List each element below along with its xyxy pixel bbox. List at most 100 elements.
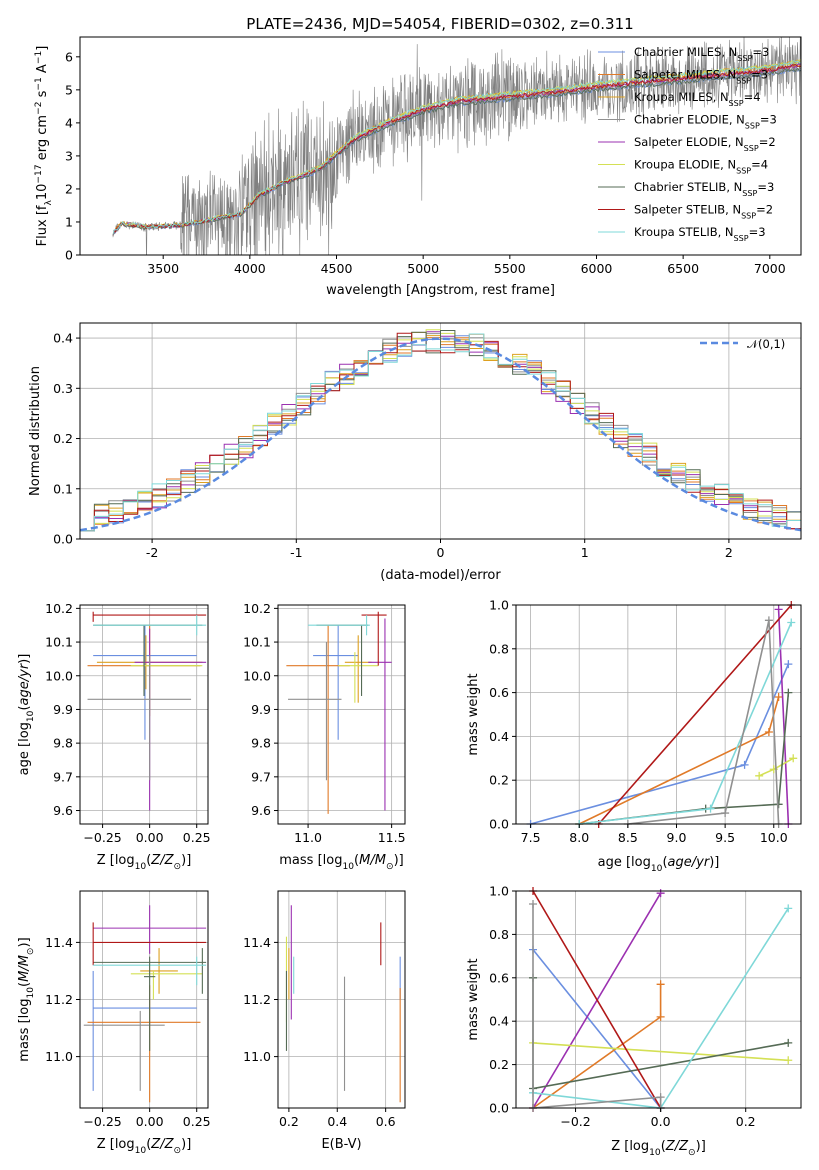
axes-frame	[515, 890, 802, 1109]
y-tick-label: 10.1	[45, 635, 73, 650]
x-tick-label: 8.5	[618, 830, 638, 845]
y-tick-label: 0.4	[489, 1014, 509, 1029]
y-tick-label: 0.6	[489, 970, 509, 985]
x-tick-label: 10.0	[760, 830, 788, 845]
x-tick-label: -1	[290, 545, 302, 560]
axes-frame	[79, 890, 209, 1109]
axes-frame	[277, 604, 406, 825]
y-tick-label: 0.2	[53, 431, 73, 446]
x-tick-label: 3500	[147, 261, 179, 276]
axes-frame	[79, 36, 802, 256]
weight-line-2	[777, 609, 790, 825]
weight-point-1-1	[764, 728, 773, 737]
weight-point-3-1	[784, 1056, 793, 1065]
weight-line-4	[579, 692, 790, 825]
weight-line-0	[532, 949, 662, 1109]
x-tick-label: 0.2	[736, 1114, 756, 1129]
legend-entry-5: Kroupa ELODIE, NSSP=4	[634, 158, 768, 176]
y-tick-label: 1.0	[489, 598, 509, 613]
mass_vs_ebv-panel: 0.2 0.4 0.6 11.0 11.2 11.4 E(B-V)	[243, 890, 406, 1152]
x-axis-label: Z [log10(Z/Z⊙)]	[97, 1137, 192, 1156]
y-tick-label: 10.0	[45, 668, 73, 683]
y-tick-label: 2	[65, 181, 73, 196]
y-tick-label: 9.9	[53, 702, 73, 717]
figure-title: PLATE=2436, MJD=54054, FIBERID=0302, z=0…	[246, 15, 633, 33]
legend-entry-1: Salpeter MILES, NSSP=3	[634, 68, 768, 86]
x-tick-label: 0.00	[136, 830, 164, 845]
y-tick-label: 9.8	[251, 736, 271, 751]
x-tick-label: 9.5	[715, 830, 735, 845]
x-tick-label: 9.0	[667, 830, 687, 845]
model-line-7	[112, 64, 801, 236]
weight-point-7-1	[721, 809, 730, 818]
legend-entry-0: Chabrier MILES, NSSP=3	[634, 45, 769, 63]
weight-point-6-2	[784, 904, 793, 913]
weight-line-3	[532, 1042, 789, 1062]
y-tick-label: 10.2	[45, 601, 73, 616]
y-tick-label: 1	[65, 214, 73, 229]
y-tick-label: 0.6	[489, 685, 509, 700]
y-axis-label: mass weight	[466, 673, 481, 755]
x-tick-label: 11.0	[294, 830, 322, 845]
weight-line-6	[579, 622, 793, 825]
x-tick-label: −0.2	[560, 1114, 590, 1129]
weight-point-1-1	[656, 1012, 665, 1021]
x-tick-label: 0	[437, 545, 445, 560]
y-tick-label: 10.2	[243, 601, 271, 616]
weight-point-3-0	[755, 771, 764, 780]
x-axis-label: E(B-V)	[321, 1137, 361, 1152]
mass_weight_vs_Z-panel: −0.2 0.0 0.2 0.0 0.2 0.4 0.6 0.8 1.0 Z [log10(Z/Z…	[466, 884, 802, 1158]
y-tick-label: 0.1	[53, 481, 73, 496]
axes-frame	[515, 604, 802, 825]
normal-reference-curve	[79, 337, 802, 532]
y-tick-label: 9.6	[251, 803, 271, 818]
y-tick-label: 0.3	[53, 381, 73, 396]
age_vs_mass-panel: 11.0 11.5 9.6 9.7 9.8 9.9 10.0 10.1 10.2 mass [lo…	[243, 601, 405, 872]
y-tick-label: 11.2	[243, 992, 271, 1007]
weight-point-6-1	[706, 804, 715, 813]
y-tick-label: 1.0	[489, 884, 509, 899]
x-tick-label: 11.5	[378, 830, 406, 845]
y-tick-label: 6	[65, 49, 73, 64]
x-tick-label: 0.25	[183, 1114, 211, 1129]
legend-entry-8: Kroupa STELIB, NSSP=3	[634, 225, 766, 243]
x-tick-label: −0.25	[83, 1114, 121, 1129]
weight-point-4-3	[784, 688, 793, 697]
x-tick-label: 0.2	[279, 1114, 299, 1129]
weight-point-0-1	[740, 760, 749, 769]
y-tick-label: 0.0	[489, 817, 509, 832]
y-axis-label: mass weight	[466, 958, 481, 1040]
axes-frame	[79, 322, 802, 540]
x-tick-label: 6000	[581, 261, 613, 276]
y-tick-label: 0.8	[489, 641, 509, 656]
y-tick-label: 4	[65, 115, 73, 130]
weight-point-4-2	[784, 1038, 793, 1047]
axes-frame	[79, 604, 209, 825]
x-tick-label: 4500	[321, 261, 353, 276]
x-tick-label: 8.0	[569, 830, 589, 845]
y-tick-label: 9.8	[53, 736, 73, 751]
x-tick-label: 0.0	[651, 1114, 671, 1129]
y-tick-label: 11.2	[45, 992, 73, 1007]
x-tick-label: 0.4	[327, 1114, 347, 1129]
panels: 3500 4000 4500 5000 5500 6000 6500 7000 0 1 2 3 4 5 6 w…	[17, 36, 802, 1158]
legend-entry-3: Chabrier ELODIE, NSSP=3	[634, 113, 777, 131]
model-line-8	[112, 59, 801, 235]
y-tick-label: 0	[65, 248, 73, 263]
y-tick-label: 0.2	[489, 773, 509, 788]
legend-entry-normal: 𝒩(0,1)	[747, 337, 785, 351]
weight-point-1-2	[774, 692, 783, 701]
y-tick-label: 9.9	[251, 702, 271, 717]
x-tick-label: −0.25	[83, 830, 121, 845]
weight-point-4-2	[774, 800, 783, 809]
y-tick-label: 0.4	[489, 729, 509, 744]
y-axis-label: age [log10(age/yr)]	[17, 654, 36, 776]
y-tick-label: 3	[65, 148, 73, 163]
x-tick-label: 7000	[754, 261, 786, 276]
residuals-panel: -2 -1 0 1 2 0.0 0.1 0.2 0.3 0.4 (data-model)/error…	[28, 322, 802, 583]
x-tick-label: 5500	[494, 261, 526, 276]
histogram-7	[80, 332, 801, 532]
histogram-6	[80, 330, 801, 532]
y-axis-label: Flux [fλ10−17 erg cm−2 s−1 A−1]	[34, 46, 54, 247]
